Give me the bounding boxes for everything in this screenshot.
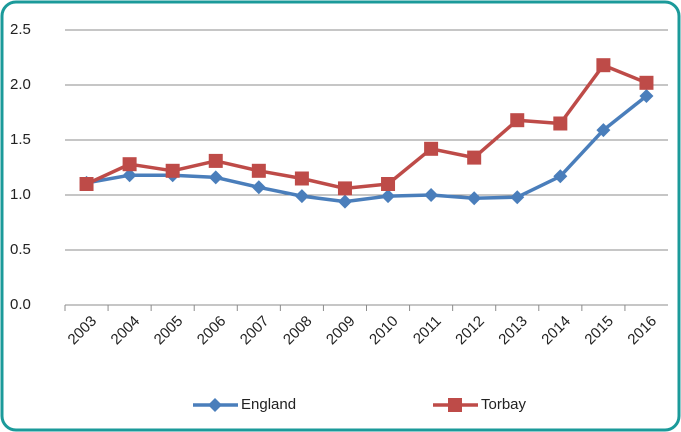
legend-label: England — [241, 396, 296, 413]
data-point — [208, 170, 223, 185]
data-point — [639, 75, 654, 90]
y-tick-label: 1.0 — [10, 186, 31, 203]
data-point — [337, 181, 352, 196]
y-tick-label: 1.5 — [10, 131, 31, 148]
y-tick-label: 0.0 — [10, 296, 31, 313]
data-point — [467, 191, 482, 206]
data-point — [251, 163, 266, 178]
data-point — [381, 177, 396, 191]
legend-marker — [448, 398, 462, 412]
legend-marker — [208, 398, 222, 412]
data-point — [596, 58, 611, 73]
data-point — [553, 116, 568, 131]
data-point — [122, 157, 137, 172]
data-point — [510, 113, 525, 128]
data-point — [337, 194, 352, 209]
data-point — [294, 171, 309, 186]
data-point — [165, 163, 180, 178]
data-point — [553, 169, 568, 184]
data-point — [251, 180, 266, 195]
data-point — [467, 150, 482, 165]
data-point — [510, 190, 525, 205]
series-line — [85, 63, 648, 191]
data-point — [122, 168, 137, 183]
data-point — [639, 89, 654, 103]
y-tick-label: 0.5 — [10, 241, 31, 258]
data-point — [596, 123, 611, 138]
y-tick-label: 2.0 — [10, 76, 31, 93]
data-point — [79, 177, 94, 191]
data-point — [424, 188, 439, 202]
y-tick-label: 2.5 — [10, 21, 31, 38]
data-point — [294, 189, 309, 204]
data-point — [208, 153, 223, 168]
data-point — [424, 141, 439, 156]
data-point — [381, 189, 396, 204]
legend-label: Torbay — [481, 396, 527, 413]
series-line — [86, 94, 648, 204]
